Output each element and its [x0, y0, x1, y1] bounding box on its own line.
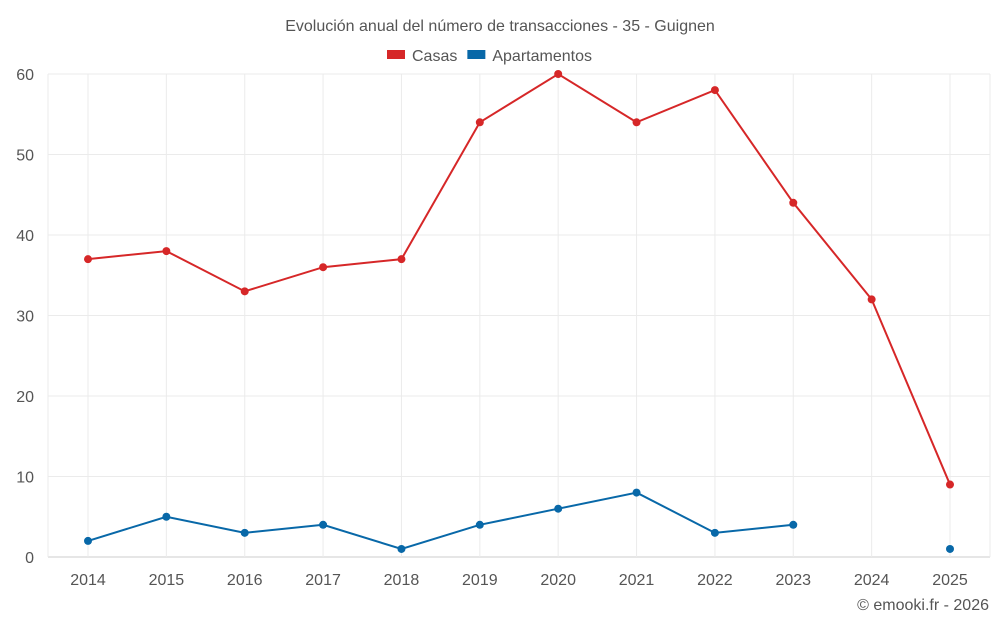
data-point — [789, 198, 798, 207]
x-tick-label: 2024 — [854, 572, 890, 589]
x-tick-label: 2014 — [70, 572, 106, 589]
series-line — [87, 491, 794, 550]
data-point — [84, 255, 92, 264]
data-point — [240, 528, 249, 537]
y-tick-label: 50 — [16, 148, 34, 165]
x-tick-label: 2018 — [384, 572, 420, 589]
legend-swatch — [387, 50, 405, 59]
credit-text: © emooki.fr - 2026 — [857, 597, 989, 614]
x-tick-label: 2017 — [305, 572, 341, 589]
x-tick-label: 2025 — [932, 572, 968, 589]
legend: Casas Apartamentos — [387, 48, 592, 65]
x-tick-label: 2023 — [775, 572, 811, 589]
legend-swatch — [467, 50, 486, 59]
x-tick-label: 2021 — [619, 572, 655, 589]
data-point — [710, 528, 719, 537]
data-point — [867, 295, 876, 304]
data-point — [162, 512, 171, 521]
x-tick-label: 2022 — [697, 572, 733, 589]
data-point — [319, 520, 328, 529]
y-tick-label: 40 — [16, 228, 34, 245]
y-tick-label: 60 — [16, 67, 34, 84]
chart-title: Evolución anual del número de transaccio… — [285, 18, 715, 35]
data-point — [710, 86, 719, 95]
data-point — [632, 118, 641, 127]
data-point — [946, 480, 954, 489]
x-tick-label: 2019 — [462, 572, 498, 589]
legend-label: Apartamentos — [492, 48, 592, 65]
legend-label: Casas — [412, 48, 457, 65]
data-point — [554, 70, 563, 78]
data-point — [632, 488, 641, 497]
data-point — [475, 520, 484, 529]
data-point — [84, 536, 92, 545]
x-tick-label: 2020 — [540, 572, 576, 589]
data-point — [319, 263, 328, 272]
data-point — [554, 504, 563, 513]
data-point — [946, 544, 954, 553]
data-point — [475, 118, 484, 127]
y-tick-label: 20 — [16, 389, 34, 406]
y-tick-label: 10 — [16, 470, 34, 487]
x-tick-label: 2015 — [149, 572, 185, 589]
data-point — [162, 247, 171, 256]
y-tick-label: 0 — [25, 550, 34, 567]
series — [84, 70, 954, 553]
axes: 0 10 20 30 40 50 60 2014 2015 2016 2017 2018 2019 202… — [16, 67, 968, 589]
data-point — [789, 520, 798, 529]
data-point — [397, 255, 406, 264]
y-tick-label: 30 — [16, 309, 34, 326]
data-point — [397, 544, 406, 553]
series-line — [87, 72, 951, 485]
series-casas — [84, 70, 954, 489]
x-tick-label: 2016 — [227, 572, 263, 589]
grid — [47, 73, 991, 558]
series-apartamentos — [84, 488, 954, 553]
data-point — [240, 287, 249, 296]
